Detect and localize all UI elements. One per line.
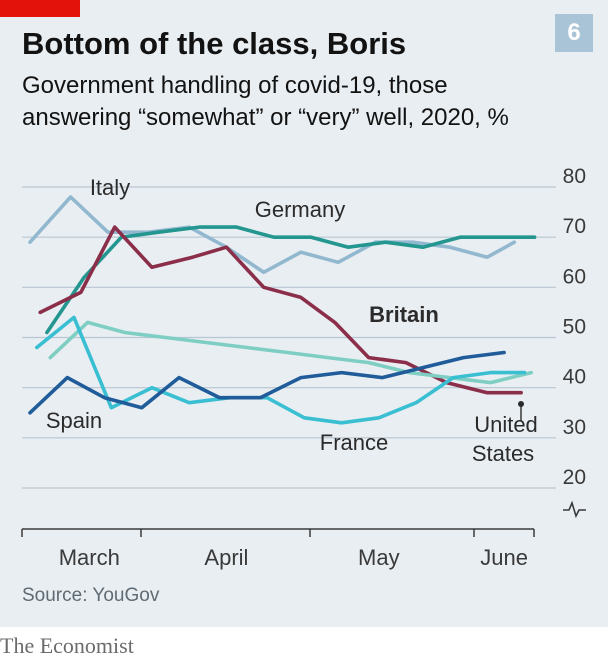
united-states-leader-dot <box>518 401 524 407</box>
united-states-label-line1: United <box>474 412 538 437</box>
spain-label: Spain <box>46 408 102 433</box>
x-tick-label: June <box>480 545 528 570</box>
spain-series-line <box>28 350 506 415</box>
italy-series-line <box>28 195 517 275</box>
france-series-line <box>35 315 527 425</box>
y-tick-label: 40 <box>563 366 586 389</box>
axis-break-icon <box>563 500 586 519</box>
chart-panel <box>0 0 608 627</box>
chart-subtitle: Government handling of covid-19, those a… <box>22 72 509 131</box>
series-lines <box>28 195 537 425</box>
germany-series-line <box>45 225 537 335</box>
x-tick-label: May <box>358 545 400 570</box>
italy-label: Italy <box>90 175 130 200</box>
germany-label: Germany <box>255 197 345 222</box>
red-corner-tag <box>0 0 80 17</box>
y-tick-label: 60 <box>563 265 586 288</box>
chart-title: Bottom of the class, Boris <box>22 26 407 61</box>
france-label: France <box>320 430 388 455</box>
x-tick-label: March <box>59 545 120 570</box>
unlabelled-series-line <box>48 320 533 385</box>
y-tick-label: 80 <box>563 165 586 188</box>
x-axis: March April May June <box>21 528 535 570</box>
y-tick-label: 20 <box>563 466 586 489</box>
y-tick-label: 30 <box>563 416 586 439</box>
source-note: Source: YouGov <box>22 585 160 606</box>
brand-logo-text: The Economist <box>0 633 134 658</box>
x-tick-label: April <box>204 545 248 570</box>
y-tick-label: 50 <box>563 316 586 339</box>
britain-label: Britain <box>369 302 439 327</box>
series-labels: Italy Germany Britain France Spain United Stat… <box>46 175 538 466</box>
line-chart: 20 30 40 50 60 70 80 March April May June Italy Ge… <box>21 165 586 570</box>
y-tick-labels: 20 30 40 50 60 70 80 <box>563 165 586 519</box>
chart-number-badge: 6 <box>555 14 593 52</box>
united-states-label-line2: States <box>472 441 534 466</box>
y-tick-label: 70 <box>563 215 586 238</box>
britain-series-line <box>38 225 523 395</box>
